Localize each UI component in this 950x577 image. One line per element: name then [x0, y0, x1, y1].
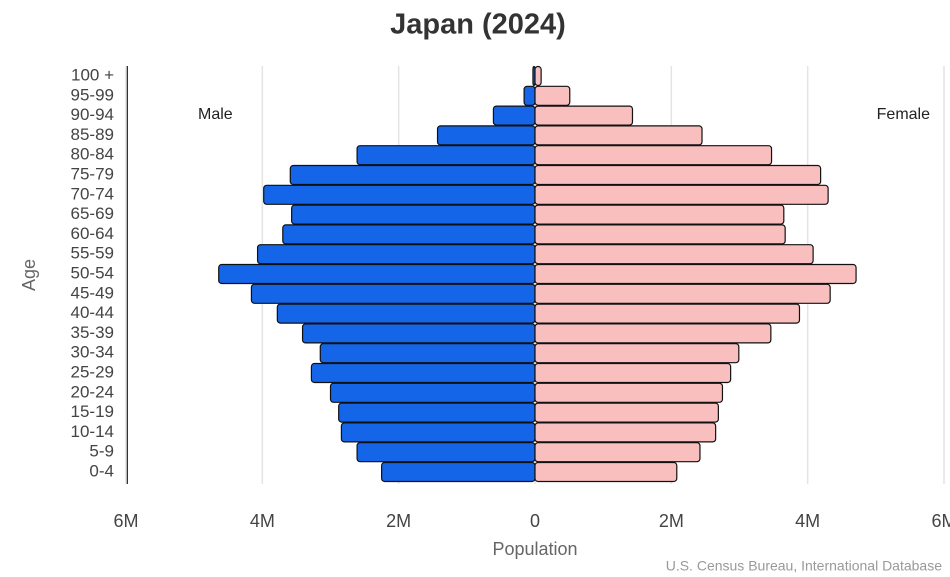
y-tick-label: 65-69 [71, 204, 114, 223]
bar [534, 65, 542, 87]
bar [534, 263, 857, 285]
y-tick-label: 40-44 [71, 303, 114, 322]
bar [534, 323, 772, 344]
source-note: U.S. Census Bureau, International Databa… [666, 558, 942, 574]
bar [381, 461, 536, 483]
y-tick-label: 15-19 [71, 402, 114, 421]
y-tick-label: 5-9 [89, 442, 114, 461]
bar [534, 303, 801, 324]
bar [319, 343, 536, 364]
bar [534, 442, 701, 463]
y-tick-label: 80-84 [71, 145, 114, 164]
y-tick-label: 0-4 [89, 461, 114, 480]
bar [256, 244, 536, 265]
bar [218, 263, 536, 285]
bar [534, 402, 719, 423]
y-tick-label: 50-54 [71, 263, 114, 282]
bar [356, 442, 536, 463]
x-tick-label: 4M [250, 511, 275, 531]
bar [263, 184, 536, 205]
bar [534, 343, 740, 364]
bar [340, 422, 536, 443]
bar [534, 125, 703, 146]
y-tick-label: 45-49 [71, 283, 114, 302]
bar [436, 125, 536, 146]
y-tick-label: 90-94 [71, 105, 114, 124]
x-tick-label: 6M [931, 511, 950, 531]
x-tick-label: 4M [795, 511, 820, 531]
bar [534, 422, 717, 443]
bar [276, 303, 536, 324]
y-tick-label: 25-29 [71, 362, 114, 381]
bar [289, 164, 536, 186]
bar [534, 204, 785, 225]
legend-label: Female [877, 106, 930, 123]
bar [534, 224, 786, 245]
bar [523, 85, 536, 106]
y-tick-label: 30-34 [71, 343, 114, 362]
bar [534, 184, 829, 205]
y-tick-label: 95-99 [71, 85, 114, 104]
legend-label: Male [198, 106, 233, 123]
bar [250, 283, 536, 304]
y-tick-label: 10-14 [71, 422, 114, 441]
x-axis-title: Population [492, 539, 577, 559]
x-tick-label: 6M [113, 511, 138, 531]
bar [534, 283, 831, 304]
y-tick-label: 20-24 [71, 382, 114, 401]
chart-title: Japan (2024) [390, 9, 566, 41]
bar [291, 204, 536, 225]
x-tick-label: 2M [659, 511, 684, 531]
bar [492, 105, 536, 126]
y-tick-label: 70-74 [71, 184, 114, 203]
bar [534, 85, 571, 106]
bar [534, 382, 724, 403]
bar [282, 224, 536, 245]
bar [534, 105, 634, 126]
y-tick-label: 35-39 [71, 323, 114, 342]
x-tick-label: 2M [386, 511, 411, 531]
y-tick-label: 100 + [71, 65, 114, 84]
bar [329, 382, 536, 403]
x-tick-label: 0 [530, 511, 540, 531]
bar [534, 164, 822, 186]
bar [338, 402, 536, 423]
y-tick-label: 85-89 [71, 125, 114, 144]
y-tick-label: 60-64 [71, 224, 114, 243]
bar [310, 362, 536, 384]
y-tick-label: 75-79 [71, 164, 114, 183]
bar [534, 461, 678, 483]
bar [356, 145, 536, 166]
bar [301, 323, 536, 344]
y-axis-title: Age [19, 259, 39, 291]
bar [534, 362, 732, 384]
bar [534, 145, 773, 166]
bar [534, 244, 814, 265]
y-tick-label: 55-59 [71, 244, 114, 263]
